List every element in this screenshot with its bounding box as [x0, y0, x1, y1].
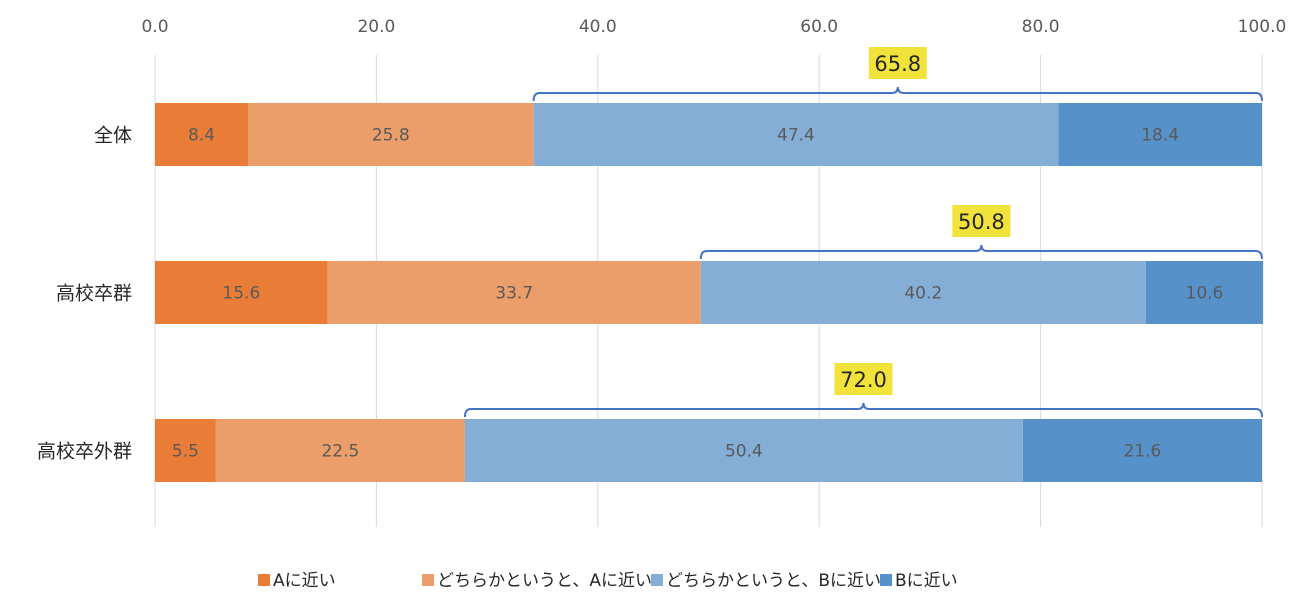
total-highlight: [834, 363, 893, 395]
total-highlight: [952, 205, 1011, 237]
bar-value-label: 8.4: [188, 126, 215, 146]
x-tick-label: 20.0: [357, 17, 395, 37]
bar-segment: [155, 261, 328, 324]
total-bracket: [532, 86, 1263, 102]
legend-item: どちらかというと、Bに近い: [651, 571, 881, 591]
bar-value-label: 33.7: [495, 284, 533, 304]
total-label: 65.8: [874, 52, 921, 76]
bar-value-label: 10.6: [1186, 284, 1224, 304]
legend-item: Bに近い: [880, 571, 958, 591]
legend-label: Bに近い: [895, 571, 958, 591]
bar-segment: [1058, 103, 1262, 166]
legend-swatch: [880, 574, 892, 586]
total-bracket: [699, 244, 1263, 260]
bar-segment: [464, 419, 1023, 482]
bar-group: 15.6 33.7 40.2 10.6 50.8: [155, 205, 1264, 324]
x-tick-label: 80.0: [1022, 17, 1060, 37]
bar-segment: [1022, 419, 1262, 482]
total-label: 72.0: [840, 368, 887, 392]
bar-segment: [700, 261, 1146, 324]
category-label: 全体: [94, 125, 132, 147]
legend: Aに近い どちらかというと、Aに近い どちらかというと、Bに近い Bに近い: [258, 571, 958, 591]
bar-value-label: 15.6: [222, 284, 260, 304]
total-label: 50.8: [958, 210, 1005, 234]
bar-segment: [247, 103, 534, 166]
legend-swatch: [651, 574, 663, 586]
category-label: 高校卒外群: [37, 441, 132, 463]
bar-value-label: 50.4: [725, 442, 763, 462]
total-highlight: [868, 47, 927, 79]
legend-label: どちらかというと、Aに近い: [437, 571, 652, 591]
legend-label: Aに近い: [273, 571, 336, 591]
bar-segment: [533, 103, 1059, 166]
bar-group: 5.5 22.5 50.4 21.6 72.0: [155, 363, 1263, 482]
x-tick-label: 100.0: [1238, 17, 1287, 37]
bar-value-label: 25.8: [372, 126, 410, 146]
bar-segment: [215, 419, 465, 482]
bar-value-label: 21.6: [1124, 442, 1162, 462]
bar-segment: [1145, 261, 1264, 324]
x-tick-label: 40.0: [579, 17, 617, 37]
bar-value-label: 5.5: [172, 442, 199, 462]
legend-item: Aに近い: [258, 571, 336, 591]
total-bracket: [463, 402, 1263, 418]
bar-group: 8.4 25.8 47.4 18.4 65.8: [155, 47, 1263, 166]
x-axis-ticks: 0.0 20.0 40.0 60.0 80.0 100.0: [141, 17, 1286, 37]
bar-value-label: 40.2: [904, 284, 942, 304]
legend-label: どちらかというと、Bに近い: [666, 571, 881, 591]
x-tick-label: 0.0: [141, 17, 168, 37]
x-tick-label: 60.0: [800, 17, 838, 37]
category-label: 高校卒群: [56, 283, 132, 305]
bar-groups: 8.4 25.8 47.4 18.4 65.8 15.6 33.7 40.2 10.6 50.8 5…: [155, 47, 1264, 482]
legend-swatch: [422, 574, 434, 586]
legend-swatch: [258, 574, 270, 586]
bar-value-label: 22.5: [321, 442, 359, 462]
bar-segment: [327, 261, 701, 324]
bar-value-label: 47.4: [777, 126, 815, 146]
bar-segment: [155, 103, 248, 166]
bar-segment: [155, 419, 216, 482]
legend-item: どちらかというと、Aに近い: [422, 571, 652, 591]
bar-value-label: 18.4: [1141, 126, 1179, 146]
